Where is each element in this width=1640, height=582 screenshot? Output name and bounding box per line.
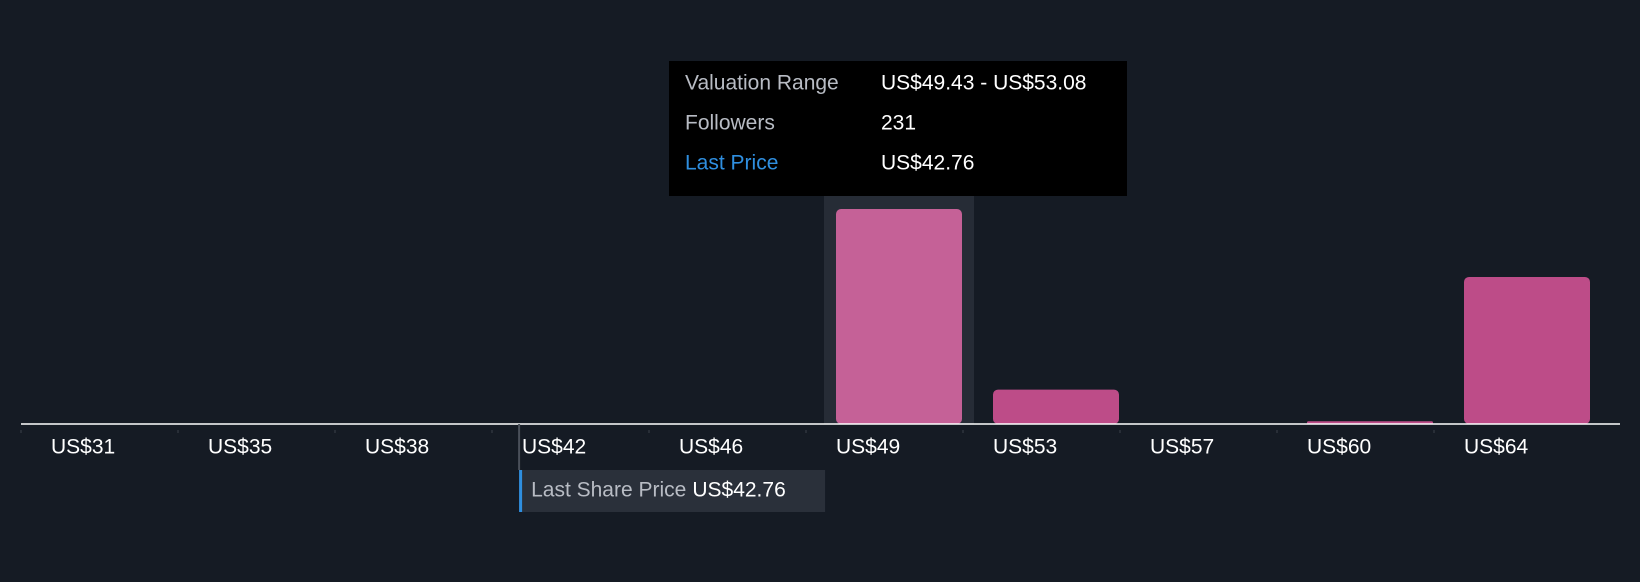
x-tick-label: US$31: [51, 436, 115, 459]
last-price-stripe: [519, 470, 523, 512]
x-tick-label: US$57: [1150, 436, 1214, 459]
tooltip-price-label: Last Price: [685, 152, 778, 175]
x-tick-label: US$60: [1307, 436, 1371, 459]
x-tick-label: US$46: [679, 436, 743, 459]
bar: [993, 389, 1119, 424]
tooltip-price: US$42.76: [881, 152, 974, 175]
last-price-label: US$42.76: [692, 479, 785, 502]
x-tick-label: US$64: [1464, 436, 1529, 459]
x-tick-label: US$38: [365, 436, 429, 459]
tooltip-followers: 231: [881, 112, 916, 135]
tooltip-range-label: Valuation Range: [685, 72, 839, 95]
last-price-title: Last Share Price: [531, 479, 686, 502]
bar: [1464, 276, 1590, 424]
x-tick-label: US$49: [836, 436, 900, 459]
x-tick-label: US$53: [993, 436, 1057, 459]
last-price-box: [519, 470, 826, 512]
tooltip-box: [669, 61, 1127, 196]
bar: [836, 209, 962, 424]
tooltip-range: US$49.43 - US$53.08: [881, 72, 1086, 95]
tooltip: Valuation Range US$49.43 - US$53.08 Foll…: [669, 61, 1127, 196]
tooltip-followers-label: Followers: [685, 112, 775, 135]
x-tick-label: US$35: [208, 436, 272, 459]
x-tick-label: US$42: [522, 436, 586, 459]
